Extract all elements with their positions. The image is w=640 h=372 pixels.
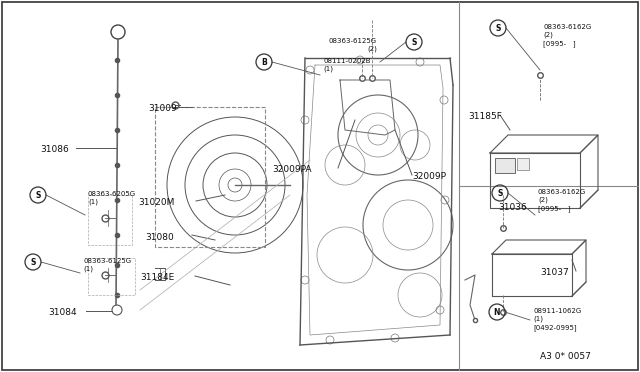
Text: 31185F: 31185F <box>468 112 502 121</box>
Text: 08111-0202B
(1): 08111-0202B (1) <box>323 58 371 72</box>
Text: 31020M: 31020M <box>138 198 174 207</box>
Text: 31184E: 31184E <box>140 273 174 282</box>
Text: 31086: 31086 <box>40 145 68 154</box>
Bar <box>495 158 515 173</box>
Text: S: S <box>30 258 36 267</box>
Text: S: S <box>35 191 41 200</box>
Text: 08363-6125G
(2): 08363-6125G (2) <box>329 38 377 52</box>
Text: 32009PA: 32009PA <box>272 165 312 174</box>
Text: 31080: 31080 <box>145 233 173 242</box>
Text: N: N <box>493 308 500 317</box>
Text: 08363-6162G
(2)
[0995-   ]: 08363-6162G (2) [0995- ] <box>543 24 591 47</box>
Text: 31036: 31036 <box>498 203 527 212</box>
Bar <box>517 158 529 170</box>
Text: 08363-6162G
(2)
[0995-   ]: 08363-6162G (2) [0995- ] <box>538 189 586 212</box>
Text: 31037: 31037 <box>540 268 569 277</box>
Text: 08911-1062G
(1)
[0492-0995]: 08911-1062G (1) [0492-0995] <box>533 308 581 331</box>
Text: S: S <box>495 24 500 33</box>
Text: 31009: 31009 <box>148 104 177 113</box>
Text: 31084: 31084 <box>48 308 77 317</box>
Text: 08363-6125G
(1): 08363-6125G (1) <box>83 258 131 272</box>
Text: 08363-6205G
(1): 08363-6205G (1) <box>88 191 136 205</box>
Text: 32009P: 32009P <box>412 172 446 181</box>
Text: A3 0* 0057: A3 0* 0057 <box>540 352 591 361</box>
Text: S: S <box>412 38 417 47</box>
Text: S: S <box>497 189 502 198</box>
Text: B: B <box>261 58 267 67</box>
